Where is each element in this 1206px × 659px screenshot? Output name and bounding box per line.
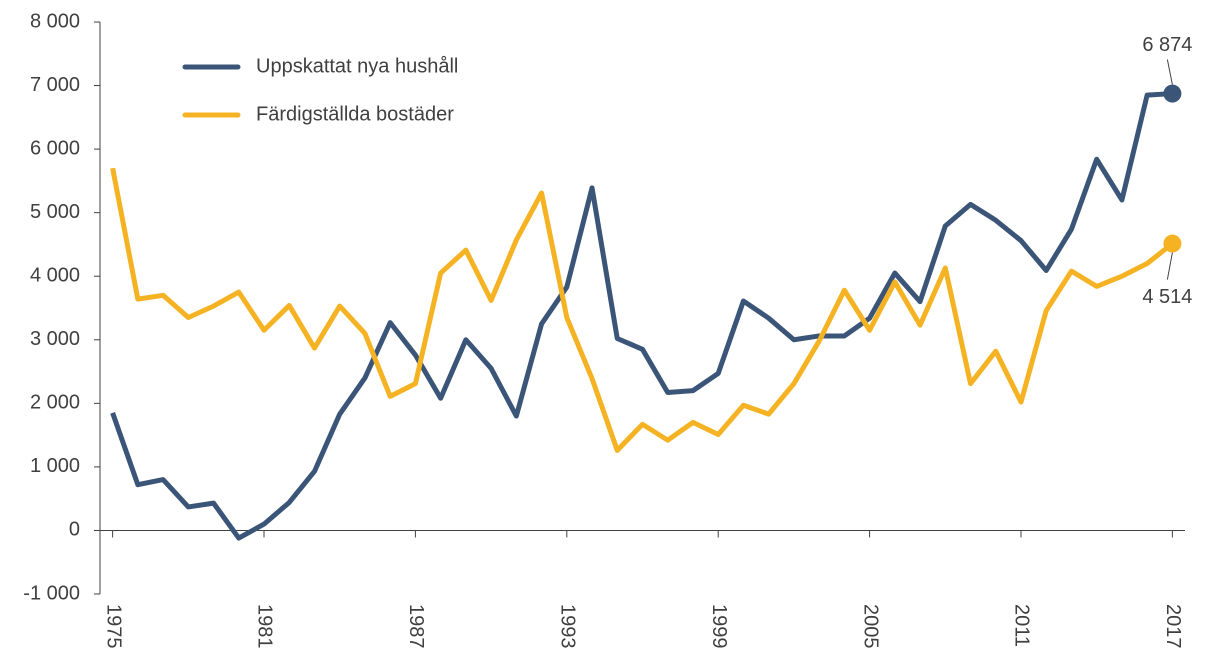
x-tick-label: 1987 [405,604,427,649]
x-tick-label: 1981 [254,604,276,649]
label-leader [1166,59,1173,85]
x-tick-label: 1993 [557,604,579,649]
y-tick-label: 4 000 [30,265,80,287]
data-label: 4 514 [1142,286,1192,308]
legend-label: Uppskattat nya hushåll [256,55,458,77]
label-leader [1166,252,1173,280]
data-label: 6 874 [1142,34,1192,56]
y-tick-label: 0 [69,519,80,541]
x-tick-label: 2005 [859,604,881,649]
end-marker [1163,234,1182,253]
legend-label: Färdigställda bostäder [256,103,454,125]
y-tick-label: 1 000 [30,455,80,477]
y-tick-label: 6 000 [30,137,80,159]
y-tick-label: 3 000 [30,328,80,350]
y-tick-label: 8 000 [30,10,80,32]
series-line [110,91,1173,541]
x-tick-label: 1975 [102,604,124,649]
y-tick-label: 7 000 [30,74,80,96]
series-line [110,167,1174,453]
y-tick-label: 5 000 [30,201,80,223]
x-tick-label: 2017 [1162,604,1184,649]
x-tick-label: 2011 [1011,604,1033,647]
y-tick-label: -1 000 [23,582,80,604]
end-marker [1163,84,1182,103]
x-tick-label: 1999 [708,604,730,649]
y-tick-label: 2 000 [30,392,80,414]
